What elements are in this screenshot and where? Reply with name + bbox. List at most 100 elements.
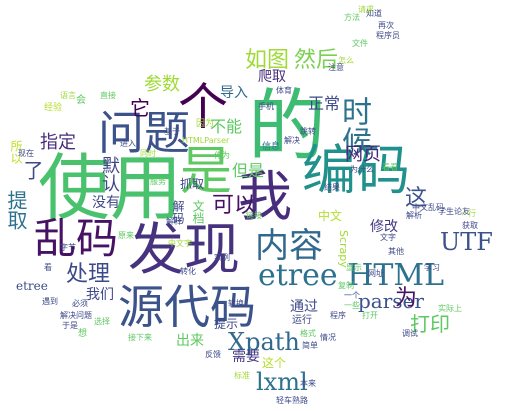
word-qingkuang: 情况 [320,333,336,342]
word-huoqu: 获取 [462,221,478,230]
word-zhe: 这 [405,186,428,211]
word-wangye: 网页 [345,144,381,165]
word-ruhetu: 如图 [245,48,290,73]
word-zhidao: 知道 [366,9,382,18]
word-wei: 为 [395,286,418,311]
word-zhengchang: 正常 [308,94,341,113]
word-shi: 是 [180,142,233,202]
word-xinxi: 信息 [262,142,281,152]
word-yinwei: 因为 [196,119,215,129]
word-etree-html: etree HTML [258,258,445,293]
word-dayin: 打印 [410,312,450,336]
word-chulai: 出来 [176,333,204,349]
word-kankan: 看看 [382,163,398,172]
word-zijie: 字节 [60,243,76,252]
word-wenjian: 文件 [352,39,368,48]
word-danshi: 但是 [232,161,265,180]
word-zhuanhuan: 转换 [228,299,244,308]
word-xianzai: 现在 [18,149,34,158]
word-fuwu: 服务 [150,177,166,186]
word-xuexi: 学习 [424,263,440,272]
word-faxian: 发现 [128,218,240,283]
word-meiyou: 没有 [92,195,120,211]
word-fuzhi: 复制 [338,281,354,290]
word-xianshi: 显示 [346,263,362,272]
word-jiejuewenti: 解决问题 [60,311,92,320]
word-daoru: 导入 [220,85,248,101]
word-pachu: 爬取 [258,69,286,85]
word-suoyi: 所以 [9,140,23,164]
word-weishenme: 为什么 [350,165,374,174]
word-xueshengyou: 学生论友 [438,207,470,216]
word-keyi: 可以 [212,193,257,218]
word-bixu: 必须 [72,299,88,308]
word-dakai: 打开 [362,311,378,320]
word-parser: parser [358,289,424,313]
word-jieshi: 解释 [166,217,182,226]
word-jiema: 解码 [171,200,185,224]
word-tishi: 提示 [214,317,239,331]
word-zenme: 怎么 [338,56,354,65]
word-jieguo: 结果 [324,183,340,192]
word-xiang: 想 [78,329,88,339]
word-wangzhi: 网址 [368,269,384,278]
word-tiqu: 提取 [4,190,28,230]
word-zaici: 再次 [378,21,394,30]
word-yuanlai: 原来 [118,231,134,240]
word-jiejue: 解决 [284,136,300,145]
word-fangfa: 方法 [344,13,360,22]
word-ta: 它 [130,96,150,120]
word-zhongwenzi: 中文字 [168,239,192,248]
word-buneng: 不能 [210,117,243,136]
word-zhijie: 直接 [100,91,116,100]
word-zhongwen: 中文 [318,209,343,223]
word-zhiding: 指定 [40,132,76,153]
word-wenzi: 文字 [380,233,396,242]
word-chengxuyuan: 程序员 [376,31,400,40]
word-biaozhun: 标准 [234,371,250,380]
word-htmlparser: HTMLParser [182,136,230,145]
word-jiyu: 基于 [164,127,180,136]
word-yige: 一个 [344,291,360,300]
word-yuandaima: 源代码 [118,280,256,334]
word-neirong: 内容 [255,226,323,266]
word-fanyi: 反馈 [205,350,221,359]
word-lianjie: 链接 [246,211,262,220]
word-shijishang: 实际上 [438,304,462,313]
word-zhege: 这个 [262,356,287,370]
word-benlai: 本来 [300,379,316,388]
word-xiugai: 修改 [370,219,398,235]
word-yuxing: 一行 [460,209,476,218]
word-tiaozhuan: 跳转 [300,127,316,136]
word-tongguo: 通过 [290,299,318,315]
word-ge: 个 [178,78,228,136]
word-qingqiu: 请求 [358,5,374,14]
word-zhuaqu: 抓取 [180,177,205,191]
word-jingyan: 经验 [44,103,63,113]
word-canshu: 参数 [144,74,180,95]
word-jinru: 进入 [120,139,136,148]
word-luanma: 乱码 [34,214,119,263]
word-yudao: 遇到 [42,297,58,306]
word-xpath: Xpath [228,328,300,356]
word-etree: etree [16,279,48,293]
word-yuyan: 语言 [60,91,76,100]
word-geshi: 格式 [300,329,316,338]
word-utf: UTF [440,228,493,256]
word-yu: 于是 [62,321,78,330]
word-ranhou: 然后 [294,48,339,73]
word-le: 了 [20,160,44,180]
word-kan: 看 [44,263,52,272]
word-jieshoudao: 接下来 [128,333,152,342]
word-qinggan: 轻车熟路 [276,396,308,405]
word-tiaoshi: 调试 [402,329,418,338]
word-wenti: 问题 [98,106,190,160]
word-yixie: 一些 [344,301,360,310]
word-wendang: 文档 [191,200,205,224]
word-zhongwenluan: 中文乱码 [412,203,444,212]
word-qita: 其他 [388,247,404,256]
word-lxml: lxml [256,368,308,396]
word-shihou: 时候 [336,96,371,156]
word-jiexi: 解析 [406,211,422,220]
